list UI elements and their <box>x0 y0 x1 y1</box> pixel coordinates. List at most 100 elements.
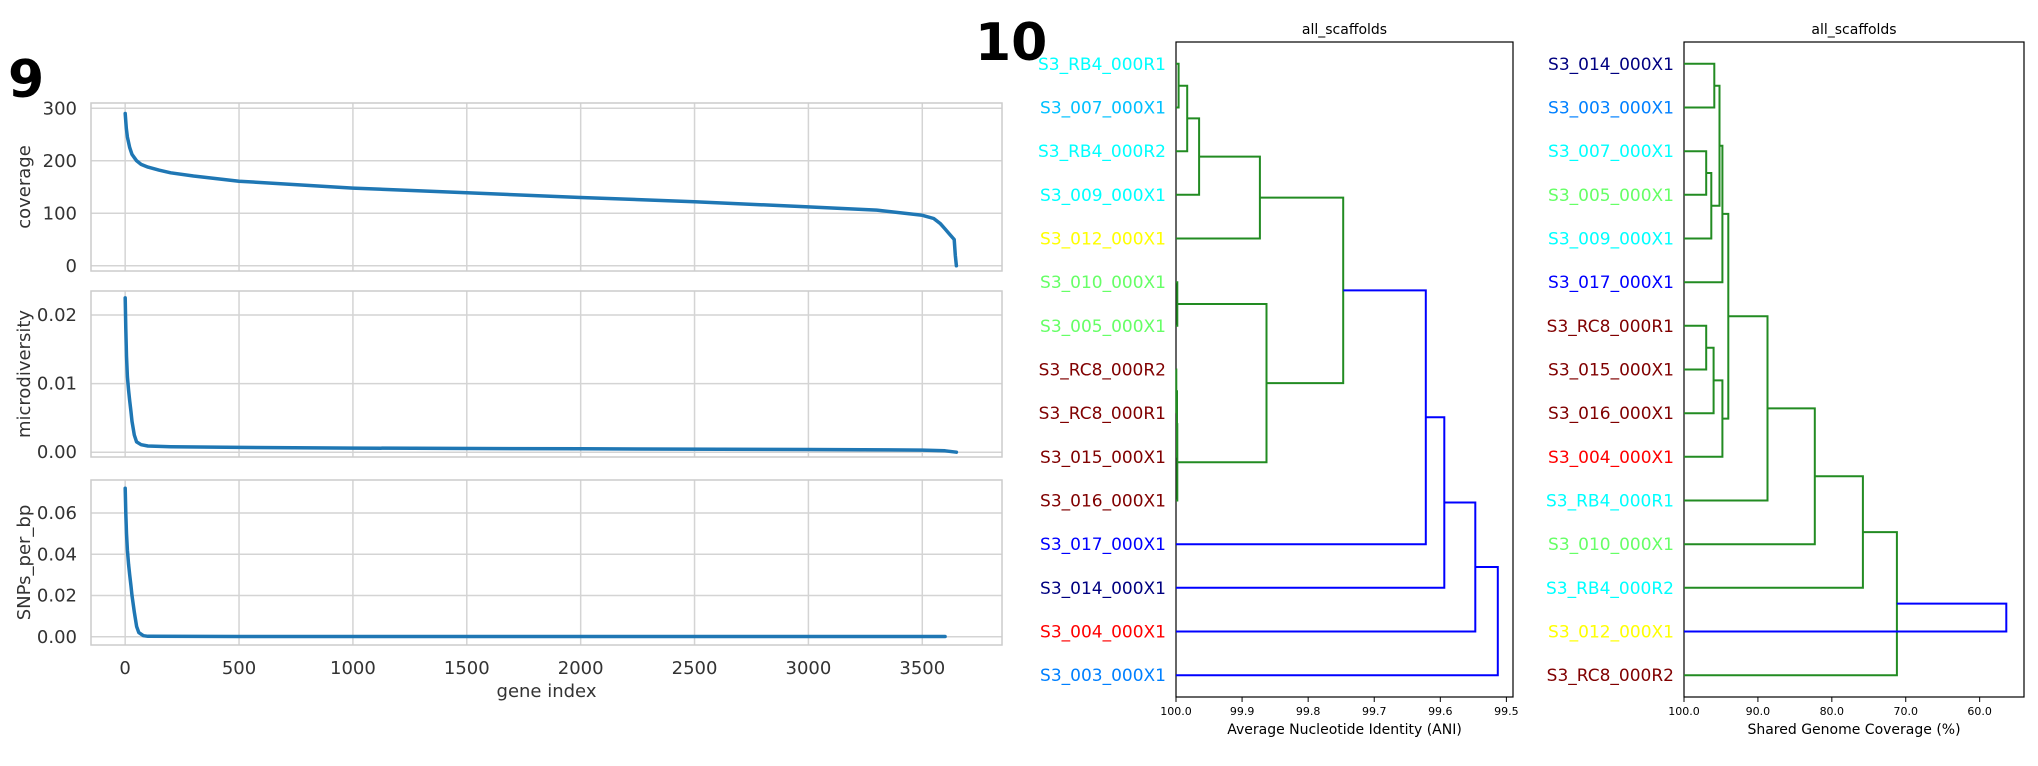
leaf-label: S3_014_000X1 <box>1548 55 1674 75</box>
y-tick-label: 0.01 <box>37 374 77 395</box>
dendrogram-ani: all_scaffolds Average Nucleotide Identity… <box>1038 22 1519 738</box>
leaf-label: S3_010_000X1 <box>1040 273 1166 293</box>
leaf-label: S3_017_000X1 <box>1040 535 1166 555</box>
series-line <box>123 296 959 454</box>
chart-title: all_scaffolds <box>1811 22 1896 38</box>
dendrogram-branch <box>1684 379 1724 458</box>
x-tick-label: 99.5 <box>1494 705 1519 718</box>
x-tick-label: 2000 <box>558 658 604 679</box>
y-axis-label: SNPs_per_bp <box>14 505 35 621</box>
leaf-label: S3_012_000X1 <box>1548 623 1674 643</box>
series-line <box>123 111 959 268</box>
dendrogram-branch <box>1176 501 1477 633</box>
x-axis-label: gene index <box>497 681 597 702</box>
x-tick-label: 70.0 <box>1893 705 1918 718</box>
plot-frame <box>90 102 1003 272</box>
y-tick-label: 0.02 <box>37 305 77 326</box>
x-tick-label: 99.8 <box>1296 705 1321 718</box>
dendrogram-branch <box>1176 155 1261 240</box>
leaf-label: S3_RC8_000R2 <box>1547 666 1674 686</box>
x-tick-label: 3500 <box>899 658 945 679</box>
x-tick-label: 80.0 <box>1820 705 1845 718</box>
leaf-label: S3_RC8_000R1 <box>1039 404 1166 424</box>
dendrogram-branch <box>1176 416 1446 589</box>
leaf-label: S3_RB4_000R2 <box>1546 579 1674 599</box>
x-tick-label: 99.9 <box>1230 705 1255 718</box>
dendrogram-branch <box>1684 346 1715 415</box>
y-axis-label: microdiversity <box>14 310 35 438</box>
x-axis-label: Average Nucleotide Identity (ANI) <box>1227 722 1462 738</box>
x-tick-label: 2500 <box>672 658 718 679</box>
leaf-label: S3_016_000X1 <box>1548 404 1674 424</box>
leaf-label: S3_RB4_000R1 <box>1038 55 1166 75</box>
leaf-label: S3_017_000X1 <box>1548 273 1674 293</box>
x-tick-label: 0 <box>119 658 130 679</box>
line-panel-coverage: 0 100 200 300 coverage <box>14 98 1003 277</box>
x-tick-label: 1000 <box>330 658 376 679</box>
x-tick-label: 90.0 <box>1746 705 1771 718</box>
leaf-label: S3_RB4_000R1 <box>1546 492 1674 512</box>
x-tick-label: 60.0 <box>1967 705 1992 718</box>
y-tick-label: 200 <box>43 151 77 172</box>
x-tick-label: 100.0 <box>1160 705 1192 718</box>
figure-label-9: 9 <box>8 50 44 110</box>
dendrogram-branch <box>1176 566 1499 677</box>
charts-layer: 0100200300coverage0.000.010.02microdiver… <box>14 22 2025 738</box>
dendrogram-branch <box>1684 62 1716 109</box>
dendrogram-branch <box>1684 315 1769 502</box>
x-tick-label: 100.0 <box>1668 705 1700 718</box>
y-axis-label: coverage <box>14 145 35 229</box>
leaf-label: S3_RC8_000R1 <box>1547 317 1674 337</box>
dendrogram-branch <box>1684 602 2008 633</box>
leaf-label: S3_010_000X1 <box>1548 535 1674 555</box>
chart-title: all_scaffolds <box>1302 22 1387 38</box>
leaf-label: S3_004_000X1 <box>1548 448 1674 468</box>
dendrogram-branch <box>1259 196 1345 385</box>
y-tick-label: 300 <box>43 98 77 119</box>
x-tick-label: 500 <box>222 658 256 679</box>
dendrogram-branch <box>1684 150 1708 196</box>
leaf-label: S3_003_000X1 <box>1040 666 1166 686</box>
leaf-label: S3_016_000X1 <box>1040 492 1166 512</box>
leaf-label: S3_003_000X1 <box>1548 99 1674 119</box>
x-tick-label: 99.7 <box>1362 705 1387 718</box>
leaf-label: S3_015_000X1 <box>1548 361 1674 381</box>
y-tick-label: 100 <box>43 203 77 224</box>
leaf-label: S3_RB4_000R2 <box>1038 142 1166 162</box>
dendrogram-branch <box>1684 407 1816 546</box>
line-panel-snps-per-bp: 0.00 0.02 0.04 0.06 0 500 1000 1500 2000 2500 3000… <box>14 479 1003 702</box>
leaf-label: S3_005_000X1 <box>1548 186 1674 206</box>
leaf-label: S3_014_000X1 <box>1040 579 1166 599</box>
leaf-label: S3_007_000X1 <box>1548 142 1674 162</box>
figure-label-10: 10 <box>975 13 1047 73</box>
plot-frame <box>1175 41 1514 698</box>
y-tick-label: 0.02 <box>37 586 77 607</box>
y-tick-label: 0 <box>66 256 77 277</box>
leaf-label: S3_005_000X1 <box>1040 317 1166 337</box>
leaf-label: S3_RC8_000R2 <box>1039 361 1166 381</box>
dendrogram-branch <box>1684 324 1708 371</box>
plot-frame <box>1683 41 2025 698</box>
leaf-label: S3_015_000X1 <box>1040 448 1166 468</box>
leaf-label: S3_004_000X1 <box>1040 623 1166 643</box>
dendrogram-branch <box>1177 303 1268 464</box>
y-tick-label: 0.00 <box>37 627 77 648</box>
dendrogram-branch <box>1176 289 1427 546</box>
y-tick-label: 0.04 <box>37 544 77 565</box>
dendrogram-branch <box>1684 475 1864 589</box>
dendrogram-branch <box>1711 84 1721 207</box>
leaf-label: S3_012_000X1 <box>1040 230 1166 250</box>
leaf-label: S3_007_000X1 <box>1040 99 1166 119</box>
plot-frame <box>90 479 1003 646</box>
plot-frame <box>90 290 1003 458</box>
dendrogram-branch <box>1684 144 1724 284</box>
dendrogram-branch <box>1684 172 1713 240</box>
y-tick-label: 0.06 <box>37 503 77 524</box>
dendrogram-coverage: all_scaffolds Shared Genome Coverage (%) 1… <box>1546 22 2025 738</box>
leaf-label: S3_009_000X1 <box>1548 230 1674 250</box>
series-line <box>123 486 947 639</box>
x-axis-label: Shared Genome Coverage (%) <box>1747 722 1960 738</box>
x-tick-label: 3000 <box>786 658 832 679</box>
